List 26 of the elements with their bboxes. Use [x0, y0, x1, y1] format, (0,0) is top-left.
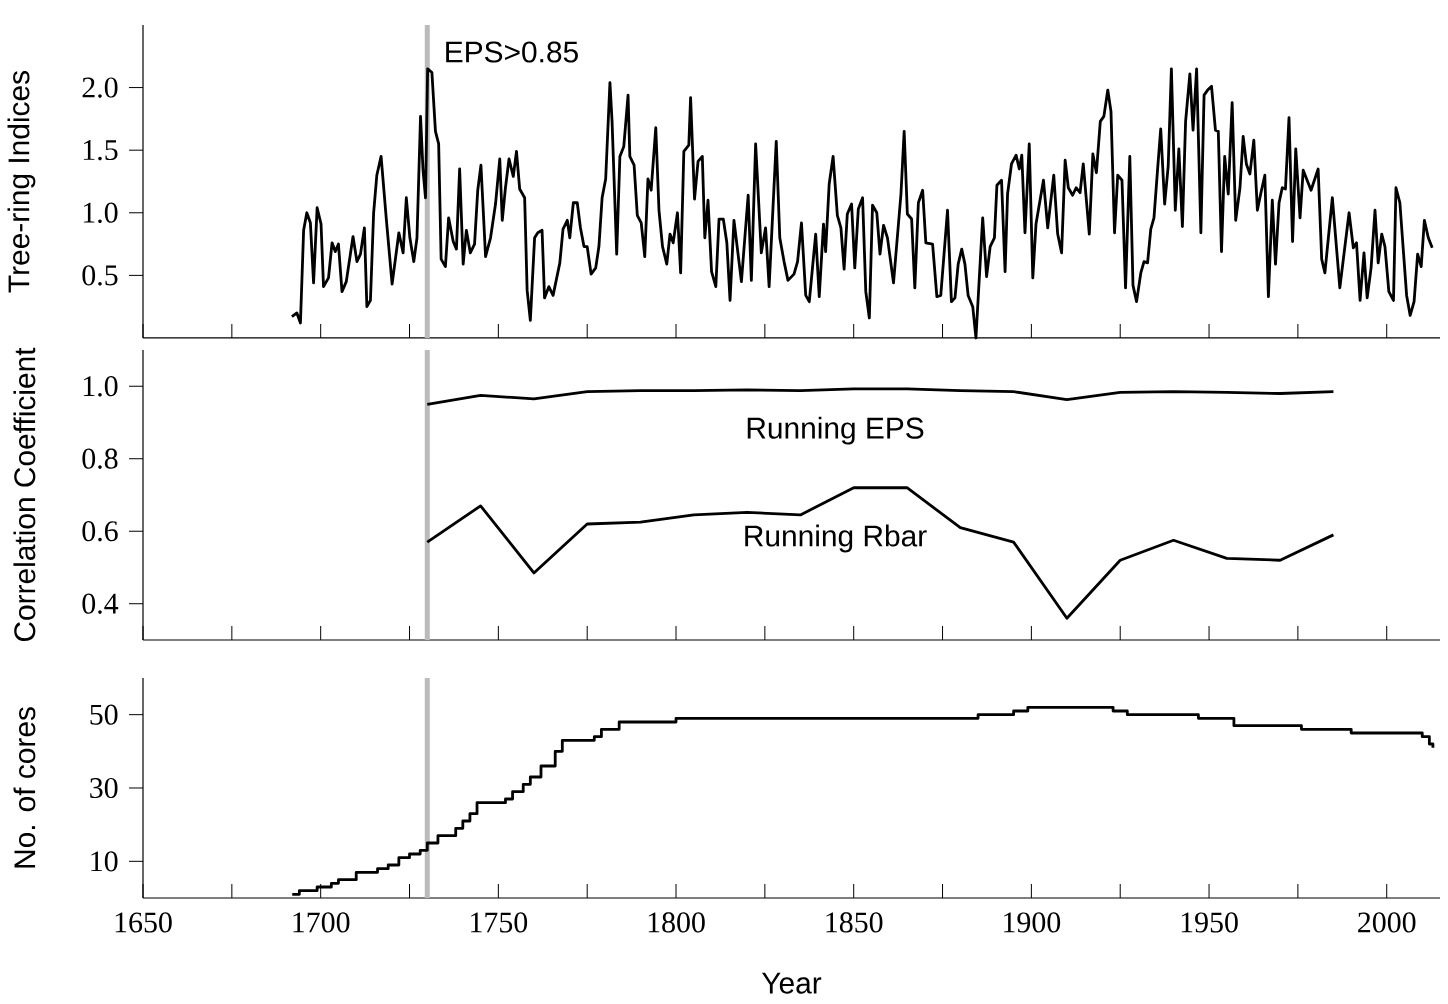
series-label: Running EPS: [747, 416, 924, 445]
y-tick-label: 0.5: [82, 265, 118, 286]
x-tick-label: 1950: [1181, 912, 1238, 933]
y-tick-label: 0.6: [82, 521, 118, 542]
y-tick-label: 2.0: [82, 77, 118, 98]
y-axis-title: No. of cores: [13, 707, 36, 868]
y-tick-label: 10: [91, 851, 118, 872]
x-tick-label: 1800: [648, 912, 705, 933]
x-axis-title: Year: [761, 972, 822, 994]
x-tick-label: 1750: [471, 912, 528, 933]
y-tick-label: 1.0: [83, 202, 118, 223]
y-tick-label: 1.0: [83, 376, 118, 397]
y-tick-label: 30: [90, 777, 118, 799]
ref-line-label: EPS>0.85: [446, 41, 578, 63]
y-axis-title: Correlation Coefficient: [13, 347, 36, 642]
series-label: Running Rbar: [745, 524, 927, 553]
x-tick-label: 1900: [1004, 912, 1061, 933]
y-tick-label: 1.5: [83, 140, 118, 161]
y-tick-label: 0.8: [82, 448, 118, 469]
x-tick-label: 1850: [826, 912, 883, 933]
y-axis-title: Tree-ring Indices: [7, 71, 36, 293]
x-tick-label: 2000: [1358, 912, 1416, 933]
x-tick-label: 1650: [115, 912, 172, 933]
y-tick-label: 0.4: [82, 593, 119, 614]
y-tick-label: 50: [90, 704, 118, 725]
x-tick-label: 1700: [293, 912, 350, 933]
